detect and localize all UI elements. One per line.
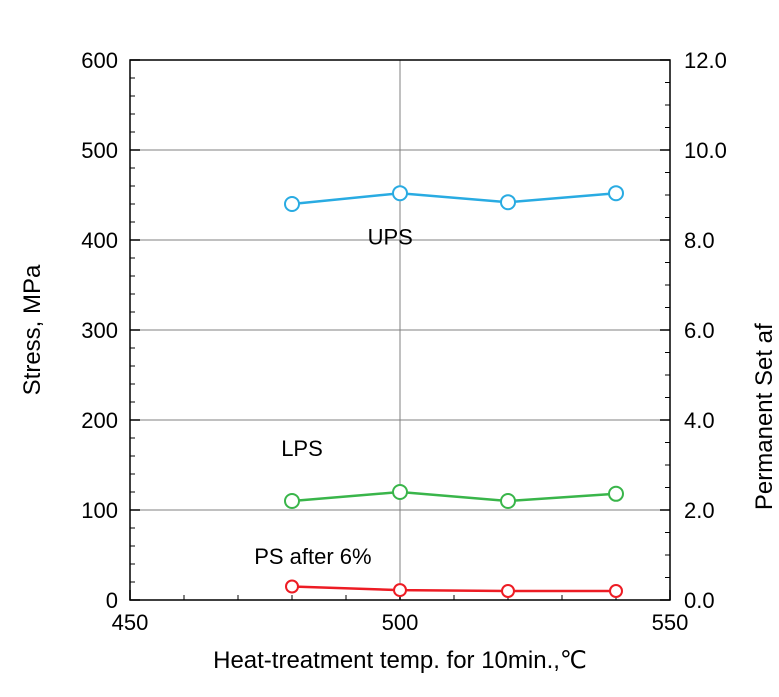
y-right-tick-label: 8.0	[684, 228, 715, 253]
y-right-tick-label: 0.0	[684, 588, 715, 613]
series-marker	[393, 485, 407, 499]
series-marker	[610, 585, 622, 597]
series-marker	[502, 585, 514, 597]
x-tick-label: 500	[382, 610, 419, 635]
series-marker	[393, 186, 407, 200]
chart-svg: 450 500 550 Heat-treatment temp. for 10min.…	[0, 0, 779, 697]
y-left-tick-label: 0	[106, 588, 118, 613]
series-marker	[286, 581, 298, 593]
series-line-ups	[292, 193, 616, 204]
x-tick-label: 550	[652, 610, 689, 635]
y-left-tick-label: 100	[81, 498, 118, 523]
x-axis-label: Heat-treatment temp. for 10min.,℃	[213, 647, 587, 674]
y-left-tick-label: 400	[81, 228, 118, 253]
y-left-tick-label: 500	[81, 138, 118, 163]
series-marker	[285, 494, 299, 508]
series-label-ps-after-6-: PS after 6%	[254, 544, 371, 569]
series-line-ps-after-6-	[292, 587, 616, 592]
y-right-tick-label: 6.0	[684, 318, 715, 343]
series-marker	[501, 195, 515, 209]
series-label-ups: UPS	[368, 225, 413, 250]
y-right-axis-label: Permanent Set after 6% Strain, %	[751, 150, 778, 510]
series-marker	[501, 494, 515, 508]
y-right-tick-label: 10.0	[684, 138, 727, 163]
y-left-axis-label: Stress, MPa	[19, 264, 46, 395]
series-marker	[285, 197, 299, 211]
y-left-tick-label: 200	[81, 408, 118, 433]
series-label-lps: LPS	[281, 436, 323, 461]
y-right-tick-label: 2.0	[684, 498, 715, 523]
y-left-tick-label: 600	[81, 48, 118, 73]
series-marker	[609, 487, 623, 501]
x-tick-label: 450	[112, 610, 149, 635]
chart-container: 450 500 550 Heat-treatment temp. for 10min.…	[0, 0, 779, 697]
y-right-tick-label: 4.0	[684, 408, 715, 433]
y-right-tick-label: 12.0	[684, 48, 727, 73]
series-line-lps	[292, 492, 616, 501]
y-left-tick-label: 300	[81, 318, 118, 343]
series-marker	[394, 584, 406, 596]
series-marker	[609, 186, 623, 200]
